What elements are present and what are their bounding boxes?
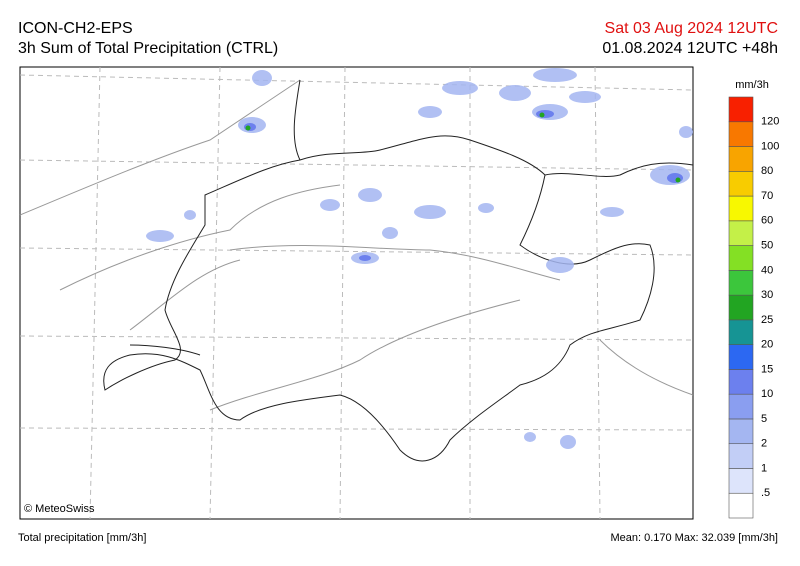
legend-swatch (728, 468, 754, 494)
legend-label: 25 (761, 314, 773, 326)
product-name: 3h Sum of Total Precipitation (CTRL) (18, 40, 278, 57)
map-frame (19, 66, 694, 520)
legend-label: 2 (761, 438, 767, 450)
borders (103, 79, 694, 462)
legend-swatch (728, 195, 754, 222)
precipitation (146, 68, 693, 449)
legend-swatch (728, 319, 754, 345)
legend-label: 20 (761, 339, 773, 351)
legend-label: 50 (761, 239, 773, 251)
footer-variable: Total precipitation [mm/3h] (18, 532, 146, 544)
legend-label: 15 (761, 363, 773, 375)
legend-label: 120 (761, 116, 779, 128)
legend-label: 5 (761, 413, 767, 425)
legend-unit: mm/3h (735, 79, 769, 91)
legend-label: 100 (761, 140, 779, 152)
legend-swatch (728, 146, 754, 172)
legend-swatch (728, 270, 754, 296)
map-grid (19, 66, 694, 520)
legend-label: .5 (761, 487, 770, 499)
legend-swatch (728, 443, 754, 469)
footer-stats: Mean: 0.170 Max: 32.039 [mm/3h] (610, 532, 778, 544)
legend-swatch (728, 245, 754, 271)
legend-swatch (728, 96, 754, 123)
terrain-lines (19, 79, 694, 411)
legend-label: 70 (761, 190, 773, 202)
legend-swatch (728, 393, 754, 420)
legend-label: 60 (761, 215, 773, 227)
legend-swatch (728, 121, 754, 147)
legend-label: 1 (761, 462, 767, 474)
run-time: 01.08.2024 12UTC +48h (602, 40, 778, 57)
legend-swatch (728, 294, 754, 321)
legend-label: 40 (761, 264, 773, 276)
legend-swatch (728, 369, 754, 395)
legend-swatch (728, 344, 754, 370)
model-name: ICON-CH2-EPS (18, 20, 133, 37)
credit: © MeteoSwiss (24, 503, 95, 515)
legend-swatch (728, 170, 754, 197)
legend-label: 30 (761, 289, 773, 301)
legend-swatch (728, 220, 754, 246)
legend-label: 80 (761, 165, 773, 177)
legend-swatch (728, 492, 754, 519)
legend-swatch (728, 418, 754, 445)
valid-time: Sat 03 Aug 2024 12UTC (605, 20, 778, 37)
legend-label: 10 (761, 388, 773, 400)
map: © MeteoSwiss (19, 66, 694, 520)
